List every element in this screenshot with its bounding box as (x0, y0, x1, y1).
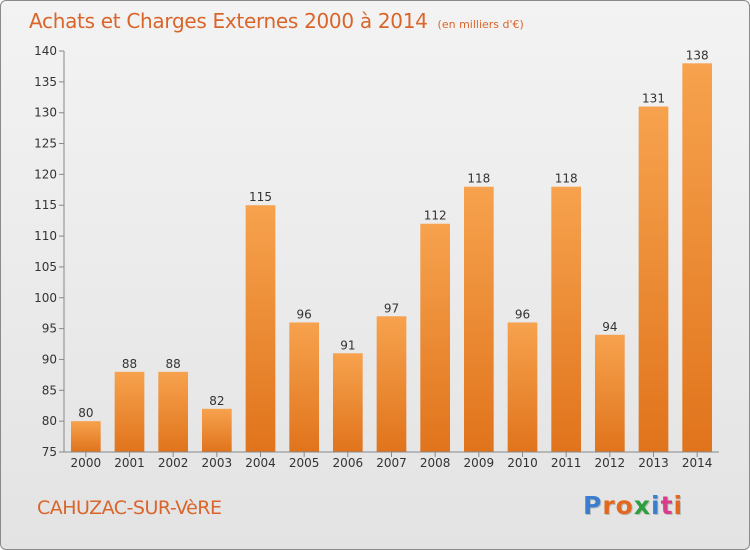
bar (420, 223, 451, 452)
x-tick-label: 2007 (376, 456, 407, 470)
logo-letter: o (615, 491, 634, 520)
x-tick-label: 2009 (464, 456, 495, 470)
y-tick-label: 80 (42, 414, 57, 428)
x-tick-label: 2011 (551, 456, 582, 470)
bar (332, 353, 363, 452)
data-label: 115 (249, 190, 272, 204)
bar (682, 63, 713, 452)
x-tick-label: 2014 (682, 456, 713, 470)
title-row: Achats et Charges Externes 2000 à 2014 (… (29, 9, 524, 33)
data-label: 131 (642, 92, 665, 106)
data-label: 94 (602, 320, 617, 334)
y-tick-label: 135 (34, 75, 57, 89)
x-tick-label: 2006 (333, 456, 364, 470)
data-label: 96 (297, 307, 312, 321)
bar (638, 106, 669, 453)
x-tick-label: 2003 (202, 456, 233, 470)
data-label: 91 (340, 338, 355, 352)
data-label: 118 (467, 172, 490, 186)
logo-letter: i (673, 491, 684, 520)
y-tick-label: 130 (34, 106, 57, 120)
data-label: 118 (555, 172, 578, 186)
bar (594, 334, 625, 452)
data-label: 112 (424, 209, 447, 223)
x-tick-label: 2004 (245, 456, 276, 470)
logo-letter: x (633, 491, 651, 520)
bar (551, 186, 582, 452)
bar (376, 316, 407, 452)
y-tick-label: 110 (34, 229, 57, 243)
y-tick-label: 140 (34, 44, 57, 58)
bar (114, 371, 145, 452)
x-tick-label: 2005 (289, 456, 320, 470)
bar (463, 186, 494, 452)
y-tick-label: 85 (42, 383, 57, 397)
value-labels: 80 88 88 82 115 96 91 97 112 118 96 118 94 131 138 (78, 48, 708, 420)
x-tick-label: 2000 (71, 456, 102, 470)
chart-title: Achats et Charges Externes 2000 à 2014 (29, 9, 428, 33)
y-tick-label: 115 (34, 198, 57, 212)
data-label: 88 (166, 357, 181, 371)
data-label: 88 (122, 357, 137, 371)
data-label: 138 (686, 48, 709, 62)
x-tick-label: 2013 (638, 456, 669, 470)
logo-letter: i (651, 491, 661, 520)
logo-letter: t (660, 491, 674, 520)
y-tick-labels: 75 80 85 90 95 100 105 110 115 120 125 130 135 140 (34, 44, 57, 459)
x-tick-labels: 2000 2001 2002 2003 2004 2005 2006 2007 2008 2009… (71, 456, 713, 470)
bar (289, 322, 320, 452)
proxiti-logo: Proxiti (583, 491, 683, 520)
bar (201, 408, 232, 452)
x-tick-label: 2001 (114, 456, 145, 470)
data-label: 97 (384, 301, 399, 315)
y-tick-label: 125 (34, 137, 57, 151)
commune-name: CAHUZAC-SUR-VèRE (37, 497, 222, 519)
data-label: 80 (78, 406, 93, 420)
y-tick-label: 100 (34, 291, 57, 305)
data-label: 96 (515, 307, 530, 321)
chart-subtitle: (en milliers d'€) (437, 18, 524, 31)
x-tick-label: 2008 (420, 456, 451, 470)
logo-letter: P (583, 491, 603, 520)
y-tick-label: 105 (34, 260, 57, 274)
bar (158, 371, 189, 452)
bar (245, 205, 276, 452)
data-label: 82 (209, 394, 224, 408)
y-tick-label: 75 (42, 445, 57, 459)
bars-group (70, 63, 713, 453)
bar (507, 322, 538, 452)
axes-group (59, 50, 719, 457)
bar (70, 421, 101, 452)
x-tick-label: 2010 (507, 456, 538, 470)
logo-letter: r (602, 491, 616, 520)
x-tick-label: 2012 (595, 456, 626, 470)
y-tick-label: 90 (42, 352, 57, 366)
y-tick-label: 120 (34, 167, 57, 181)
x-tick-label: 2002 (158, 456, 189, 470)
y-tick-label: 95 (42, 322, 57, 336)
